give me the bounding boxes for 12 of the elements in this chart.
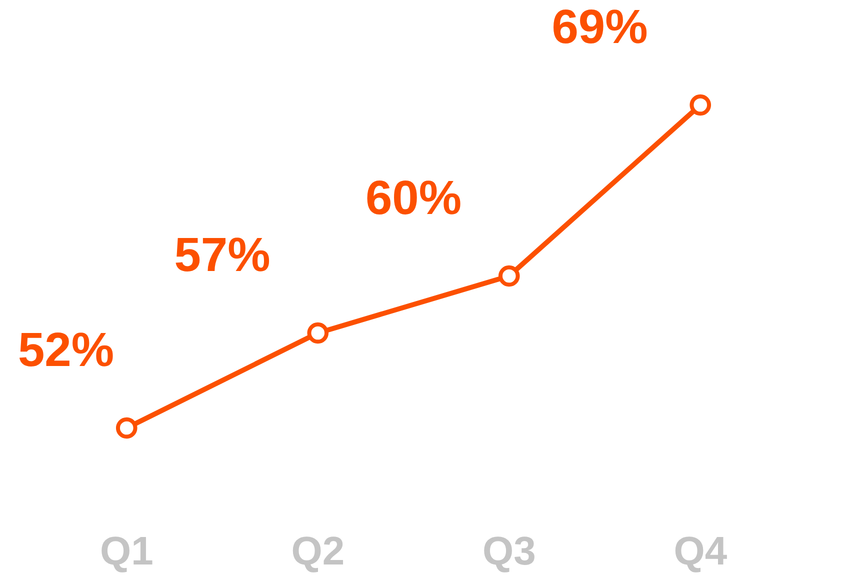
data-label: 57% — [174, 229, 270, 282]
data-label: 60% — [365, 172, 462, 225]
x-tick-label: Q3 — [482, 530, 536, 574]
point — [307, 322, 329, 344]
point — [690, 94, 712, 116]
x-tick-label: Q4 — [674, 530, 728, 574]
point — [498, 265, 520, 287]
x-tick-label: Q2 — [291, 530, 345, 574]
data-label: 69% — [552, 1, 648, 54]
data-label: 52% — [18, 324, 114, 377]
point — [116, 417, 138, 439]
x-tick-label: Q1 — [100, 530, 154, 574]
